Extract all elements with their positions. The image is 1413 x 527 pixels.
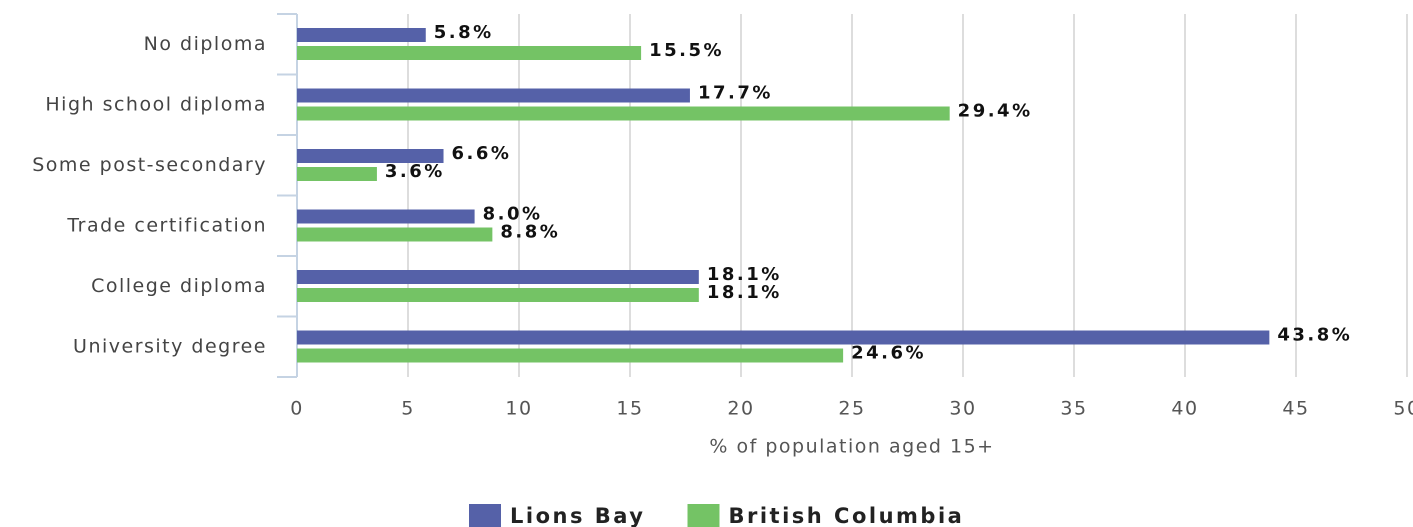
x-tick-label: 45 [1282, 398, 1309, 420]
bar [297, 167, 377, 181]
value-label: 5.8% [434, 22, 494, 43]
bar [297, 330, 1270, 345]
bar [297, 209, 475, 224]
x-tick-label: 0 [290, 398, 304, 420]
value-label: 8.8% [500, 222, 560, 243]
y-tick-label: High school diploma [45, 93, 267, 115]
legend-swatch [469, 504, 501, 527]
legend-label: Lions Bay [510, 504, 646, 527]
value-label: 18.1% [707, 264, 782, 285]
bar [297, 88, 690, 103]
legend-swatch [687, 504, 720, 527]
x-tick-label: 50 [1393, 398, 1413, 420]
x-tick-label: 10 [505, 398, 532, 420]
value-label: 3.6% [385, 161, 445, 182]
y-tick-label: Some post-secondary [32, 154, 267, 176]
x-tick-label: 5 [401, 398, 415, 420]
x-tick-label: 15 [616, 398, 643, 420]
value-label: 43.8% [1277, 325, 1352, 346]
legend-label: British Columbia [729, 504, 965, 527]
x-axis-title: % of population aged 15+ [709, 436, 994, 458]
y-tick-label: Trade certification [66, 214, 267, 236]
x-tick-label: 40 [1171, 398, 1198, 420]
value-label: 18.1% [707, 282, 782, 303]
value-label: 6.6% [452, 143, 512, 164]
bar [297, 227, 493, 242]
value-label: 17.7% [698, 83, 773, 104]
y-tick-label: College diploma [91, 275, 267, 297]
x-tick-label: 35 [1060, 398, 1087, 420]
bar [297, 28, 426, 42]
bar [297, 270, 699, 284]
x-tick-label: 25 [838, 398, 865, 420]
value-label: 8.0% [483, 204, 543, 225]
bar [297, 46, 642, 60]
value-label: 24.6% [851, 343, 926, 364]
y-tick-label: No diploma [144, 33, 267, 55]
value-label: 29.4% [958, 101, 1033, 122]
x-tick-label: 30 [949, 398, 976, 420]
bar [297, 106, 950, 121]
y-tick-label: University degree [73, 335, 267, 357]
bar [297, 149, 444, 163]
value-label: 15.5% [649, 40, 724, 61]
bar [297, 348, 844, 363]
x-tick-label: 20 [727, 398, 754, 420]
bar [297, 288, 699, 302]
